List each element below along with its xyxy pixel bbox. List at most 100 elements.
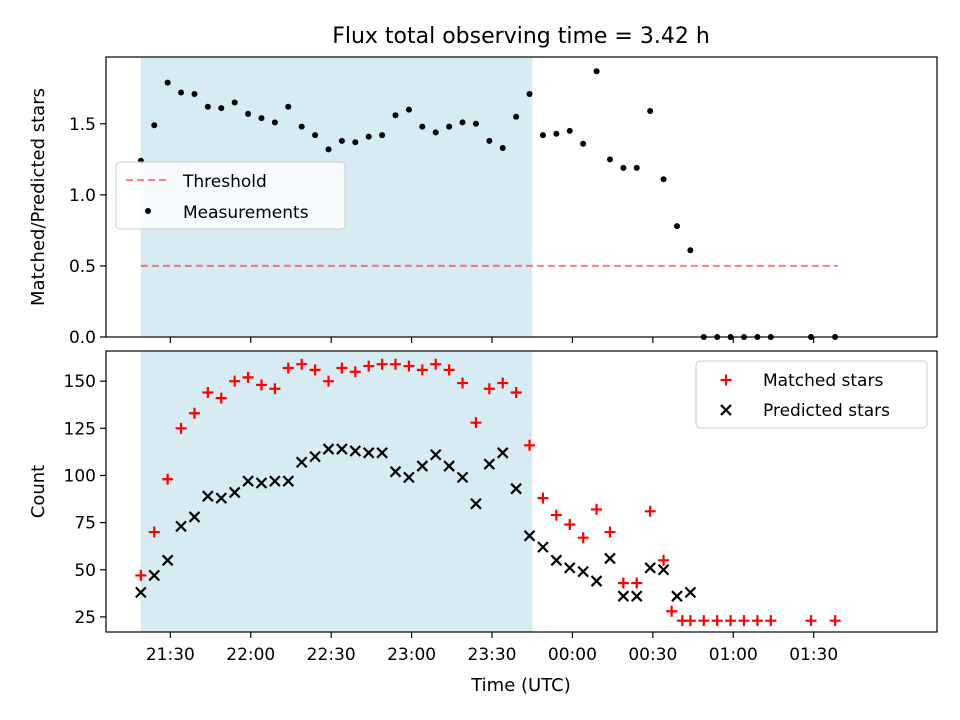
data-point — [162, 473, 174, 485]
chart-title: Flux total observing time = 3.42 h — [332, 24, 710, 49]
data-point — [510, 386, 522, 398]
data-point — [161, 554, 174, 567]
data-point — [188, 511, 201, 523]
data-point — [620, 164, 627, 171]
data-point — [457, 377, 469, 389]
data-point — [673, 223, 680, 230]
data-point — [231, 99, 238, 106]
data-point — [671, 590, 683, 602]
legend: Threshold Measurements — [115, 161, 346, 230]
data-point — [379, 132, 386, 139]
data-point — [336, 443, 348, 455]
data-point — [148, 569, 161, 582]
data-point — [151, 122, 158, 129]
bottom-panel: 25 50 75 100 125 150 21:30 22:00 22:30 23:00 23:30… — [28, 350, 938, 665]
data-point — [486, 137, 493, 144]
data-point — [553, 130, 560, 137]
data-point — [647, 108, 654, 115]
legend-measurements-swatch — [145, 208, 151, 214]
data-point — [765, 615, 777, 627]
x-tick-label: 22:30 — [307, 645, 356, 665]
y-tick-label: 125 — [64, 419, 96, 439]
legend-box — [695, 360, 928, 429]
data-point — [218, 105, 225, 112]
data-point — [644, 505, 656, 517]
y-tick-label: 1.5 — [69, 115, 96, 135]
data-point — [309, 364, 321, 376]
data-point — [430, 358, 442, 370]
data-point — [349, 366, 361, 378]
data-point — [483, 383, 495, 395]
x-tick-label: 21:30 — [146, 645, 195, 665]
data-point — [456, 471, 469, 484]
data-point — [228, 486, 241, 499]
data-point — [660, 176, 667, 183]
data-point — [215, 492, 228, 504]
data-point — [711, 615, 723, 627]
data-point — [178, 89, 185, 96]
data-point — [443, 364, 455, 376]
y-tick-label: 25 — [74, 608, 96, 628]
data-point — [658, 554, 670, 566]
legend-matched-label: Matched stars — [763, 371, 883, 391]
x-tick-label: 23:00 — [387, 645, 436, 665]
data-point — [725, 615, 737, 627]
data-point — [829, 615, 841, 627]
data-point — [298, 123, 305, 130]
data-point — [470, 497, 482, 510]
data-point — [389, 465, 402, 478]
data-point — [282, 362, 294, 374]
data-point — [537, 492, 549, 504]
data-point — [459, 119, 466, 126]
x-axis-label: Time (UTC) — [470, 675, 571, 696]
y-tick-label: 75 — [74, 514, 96, 534]
legend-threshold-label: Threshold — [182, 172, 267, 192]
data-point — [483, 458, 496, 470]
data-point — [392, 112, 399, 119]
legend-box — [115, 161, 346, 230]
data-point — [644, 562, 656, 574]
data-point — [657, 563, 670, 576]
data-point — [416, 364, 428, 376]
data-point — [472, 120, 479, 127]
data-point — [255, 477, 268, 489]
data-point — [591, 503, 603, 515]
series-matched-stars — [135, 358, 841, 627]
data-point — [309, 450, 321, 463]
data-point — [376, 358, 388, 370]
data-point — [390, 358, 402, 370]
data-point — [269, 475, 281, 487]
data-point — [698, 615, 710, 627]
data-point — [617, 577, 629, 589]
data-point — [510, 482, 522, 495]
data-point — [338, 137, 345, 144]
data-point — [202, 490, 214, 502]
data-point — [751, 615, 763, 627]
data-point — [285, 103, 292, 110]
data-point — [135, 586, 147, 599]
data-point — [405, 106, 412, 113]
data-point — [312, 132, 319, 139]
y-axis-label: Count — [28, 465, 49, 518]
data-point — [191, 90, 198, 97]
data-point — [577, 532, 589, 544]
data-point — [550, 509, 562, 521]
data-point — [617, 590, 630, 602]
x-tick-label: 01:30 — [789, 645, 838, 665]
y-tick-label: 150 — [64, 372, 96, 392]
legend-matched-swatch — [720, 374, 732, 386]
data-point — [496, 447, 509, 459]
y-tick-label: 0.0 — [69, 328, 96, 348]
data-point — [577, 565, 589, 578]
x-tick-label: 01:00 — [709, 645, 758, 665]
top-panel: 0.0 0.5 1.0 1.5 Matched/Predicted stars Thres… — [28, 56, 938, 348]
data-point — [365, 133, 372, 140]
data-point — [242, 475, 254, 487]
x-tick-label: 00:00 — [548, 645, 597, 665]
x-tick-label: 23:30 — [468, 645, 517, 665]
data-point — [363, 360, 375, 372]
data-point — [271, 119, 278, 126]
data-point — [188, 407, 200, 419]
data-point — [526, 90, 533, 97]
